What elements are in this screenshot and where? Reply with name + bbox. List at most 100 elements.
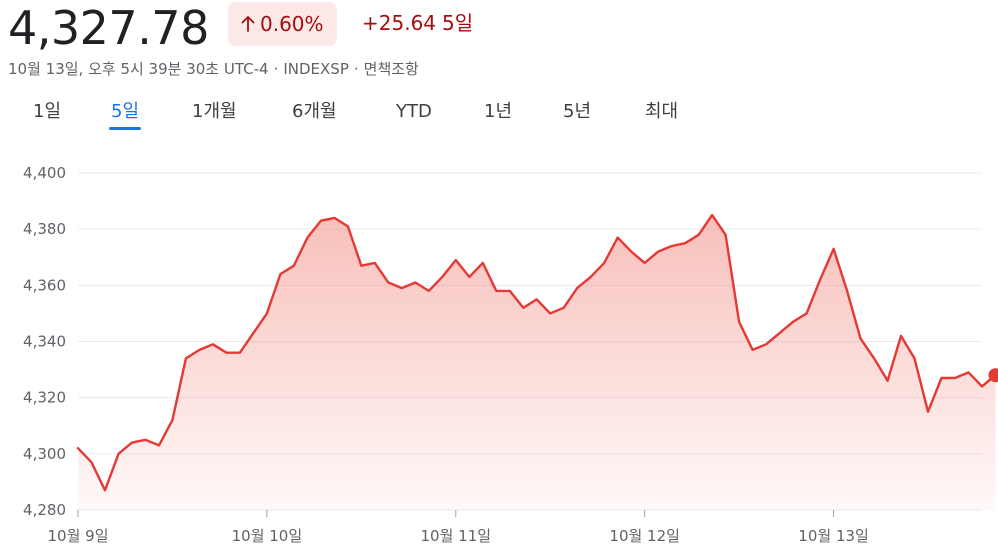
tab-1-month[interactable]: 1개월 — [192, 101, 237, 122]
data-point[interactable] — [493, 288, 499, 294]
data-point[interactable] — [682, 240, 688, 246]
data-point[interactable] — [804, 310, 810, 316]
data-point[interactable] — [358, 263, 364, 269]
data-point[interactable] — [345, 223, 351, 229]
data-point[interactable] — [979, 383, 985, 389]
y-tick-label: 4,280 — [23, 501, 66, 519]
data-point[interactable] — [169, 417, 175, 423]
x-tick-label: 10월 13일 — [798, 527, 869, 545]
data-point[interactable] — [372, 260, 378, 266]
data-point[interactable] — [331, 215, 337, 221]
data-point[interactable] — [750, 347, 756, 353]
price-area — [78, 215, 996, 510]
data-point[interactable] — [561, 305, 567, 311]
data-point[interactable] — [412, 280, 418, 286]
data-point[interactable] — [574, 285, 580, 291]
change-period: 5일 — [442, 11, 474, 35]
absolute-change: +25.64 5일 — [362, 8, 473, 38]
data-point[interactable] — [129, 440, 135, 446]
data-point[interactable] — [453, 257, 459, 263]
data-point[interactable] — [534, 296, 540, 302]
data-point[interactable] — [466, 274, 472, 280]
tab-1-day[interactable]: 1일 — [33, 101, 62, 122]
data-point[interactable] — [939, 375, 945, 381]
data-point[interactable] — [588, 274, 594, 280]
tab-6-month[interactable]: 6개월 — [292, 101, 337, 122]
data-point[interactable] — [480, 260, 486, 266]
data-point[interactable] — [291, 263, 297, 269]
price-line — [76, 213, 997, 492]
data-point[interactable] — [102, 487, 108, 493]
data-point[interactable] — [628, 249, 634, 255]
data-point[interactable] — [817, 277, 823, 283]
data-point[interactable] — [952, 375, 958, 381]
data-point[interactable] — [210, 341, 216, 347]
quote-timestamp: 10월 13일, 오후 5시 39분 30초 UTC-4 — [8, 60, 269, 78]
data-point[interactable] — [196, 347, 202, 353]
data-point[interactable] — [547, 310, 553, 316]
tab-ytd[interactable]: YTD — [396, 101, 432, 122]
data-point[interactable] — [223, 350, 229, 356]
data-point[interactable] — [88, 459, 94, 465]
tab-5-day[interactable]: 5일 — [108, 96, 142, 136]
data-point[interactable] — [831, 246, 837, 252]
data-point[interactable] — [844, 288, 850, 294]
data-point[interactable] — [898, 333, 904, 339]
data-point[interactable] — [790, 319, 796, 325]
y-tick-label: 4,380 — [23, 220, 66, 238]
last-price-marker — [988, 368, 998, 383]
data-point[interactable] — [642, 260, 648, 266]
data-point[interactable] — [858, 336, 864, 342]
data-point[interactable] — [142, 437, 148, 443]
data-point[interactable] — [250, 330, 256, 336]
data-point[interactable] — [426, 288, 432, 294]
data-point[interactable] — [615, 235, 621, 241]
arrow-up-icon — [241, 16, 255, 32]
data-point[interactable] — [115, 451, 121, 457]
x-tick-label: 10월 10일 — [232, 527, 303, 545]
data-point[interactable] — [183, 355, 189, 361]
data-point[interactable] — [696, 232, 702, 238]
y-tick-label: 4,360 — [23, 276, 66, 294]
data-point[interactable] — [925, 409, 931, 415]
data-point[interactable] — [75, 445, 81, 451]
tab-max[interactable]: 최대 — [645, 101, 679, 122]
data-point[interactable] — [669, 243, 675, 249]
data-point[interactable] — [399, 285, 405, 291]
data-point[interactable] — [763, 341, 769, 347]
data-point[interactable] — [885, 378, 891, 384]
disclaimer-link[interactable]: 면책조항 — [363, 60, 419, 78]
percent-change-value: 0.60% — [260, 12, 324, 36]
meta-separator: · — [353, 60, 359, 78]
tab-5-year[interactable]: 5년 — [563, 101, 592, 122]
x-tick-label: 10월 11일 — [421, 527, 492, 545]
data-point[interactable] — [777, 330, 783, 336]
data-point[interactable] — [520, 305, 526, 311]
meta-separator: · — [273, 60, 279, 78]
percent-change-badge: 0.60% — [228, 2, 337, 46]
data-point[interactable] — [318, 218, 324, 224]
data-point[interactable] — [264, 310, 270, 316]
data-point[interactable] — [601, 260, 607, 266]
data-point[interactable] — [871, 355, 877, 361]
data-point[interactable] — [709, 212, 715, 218]
data-point[interactable] — [439, 274, 445, 280]
data-point[interactable] — [385, 280, 391, 286]
absolute-change-value: +25.64 — [362, 11, 437, 35]
data-point[interactable] — [966, 369, 972, 375]
data-point[interactable] — [723, 232, 729, 238]
data-point[interactable] — [304, 235, 310, 241]
y-tick-label: 4,340 — [23, 333, 66, 351]
tab-1-year[interactable]: 1년 — [484, 101, 513, 122]
data-point[interactable] — [507, 288, 513, 294]
data-point[interactable] — [237, 350, 243, 356]
data-point[interactable] — [912, 355, 918, 361]
data-point[interactable] — [156, 442, 162, 448]
exchange-code: INDEXSP — [283, 60, 349, 78]
y-tick-label: 4,320 — [23, 389, 66, 407]
quote-meta: 10월 13일, 오후 5시 39분 30초 UTC-4 · INDEXSP · 면책조… — [8, 58, 419, 80]
data-point[interactable] — [736, 319, 742, 325]
data-point[interactable] — [277, 271, 283, 277]
data-point[interactable] — [655, 249, 661, 255]
